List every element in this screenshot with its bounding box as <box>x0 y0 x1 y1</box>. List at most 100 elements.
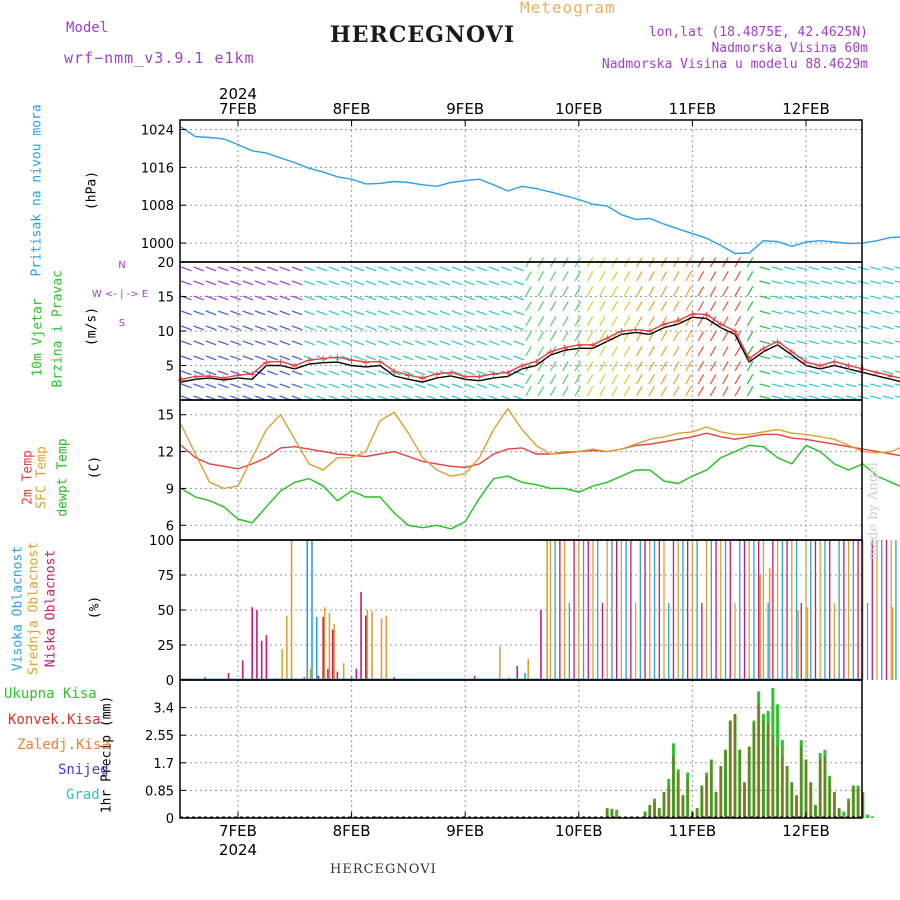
wind-barb <box>291 383 303 389</box>
legend-total-rain: Ukupna Kisa <box>4 686 97 702</box>
wind-barb <box>353 383 365 389</box>
wind-barb <box>845 325 857 330</box>
wind-barb <box>230 395 241 401</box>
wind-barb <box>734 301 742 312</box>
pressure-ytick-label: 1000 <box>141 237 174 252</box>
wind-barb <box>562 271 569 282</box>
model-name: wrf−nmm_v3.9.1 e1km <box>64 49 255 67</box>
wind-barb <box>464 370 475 376</box>
wind-barb <box>464 295 475 301</box>
wind-barb <box>390 280 401 286</box>
wind-barb <box>562 286 569 297</box>
precip-conv-bar <box>767 723 770 818</box>
wind-barb <box>390 370 401 376</box>
wind-barb <box>267 280 278 286</box>
wind-barb <box>623 386 631 397</box>
wind-barb <box>808 383 820 388</box>
wind-barb <box>784 266 796 271</box>
wind-barb <box>254 280 266 286</box>
wind-barb <box>427 280 438 286</box>
wind-barb <box>217 266 229 272</box>
wind-speed-line <box>181 316 900 383</box>
wind-barb <box>845 383 857 388</box>
wind-barb <box>709 271 717 282</box>
wind-barb <box>820 310 832 315</box>
wind-barb <box>808 355 820 360</box>
wind-barb <box>217 325 229 331</box>
wind-barb <box>365 295 377 301</box>
wind-barb <box>254 355 266 361</box>
elevation-text: Nadmorska Visina 60m <box>711 41 868 56</box>
wind-barb <box>623 361 631 372</box>
made-by-text: made by Angel <box>866 462 881 560</box>
wind-barb <box>451 370 463 376</box>
wind-barb <box>833 383 845 388</box>
wind-barb <box>267 355 278 361</box>
footer-station: HERCEGNOVI <box>330 862 437 877</box>
precip-conv-bar <box>644 811 647 818</box>
wind-barb <box>845 280 857 285</box>
wind-barb <box>562 374 569 385</box>
wind-barb <box>870 340 882 345</box>
wind-barb <box>377 295 389 301</box>
wind-barb <box>784 280 796 285</box>
wind-barb <box>328 295 340 301</box>
wind-barb <box>242 295 254 301</box>
wind-barb <box>611 286 618 297</box>
cloud-ytick-label: 25 <box>157 639 174 654</box>
wind-barb <box>586 271 594 282</box>
wind-barb <box>193 395 205 401</box>
precip-total-bar <box>870 816 874 818</box>
wind-barb <box>513 280 525 286</box>
wind-barb <box>365 310 377 316</box>
wind-gust-marker: + <box>517 360 526 373</box>
wind-barb <box>672 386 680 397</box>
wind-barb <box>857 395 869 400</box>
precip-conv-bar <box>819 759 822 818</box>
wind-barb <box>513 355 525 361</box>
wind-barb <box>439 295 451 301</box>
wind-barb <box>254 383 266 389</box>
wind-barb <box>759 383 771 388</box>
wind-barb <box>500 383 512 389</box>
wind-barb <box>549 331 557 342</box>
legend-frozen-rain: Zaledj.Kisa <box>17 737 110 753</box>
wind-barb <box>882 355 894 360</box>
day-label-bottom: 12FEB <box>782 822 829 840</box>
wind-barb <box>365 355 377 361</box>
wind-barb <box>525 346 532 357</box>
temperature-frame <box>179 399 863 541</box>
wind-barb <box>230 266 241 272</box>
precip-conv-bar <box>681 795 684 818</box>
wind-barb <box>476 295 488 301</box>
wind-barb <box>648 301 655 312</box>
wind-barb <box>254 266 266 272</box>
wind-barb <box>734 346 742 357</box>
wind-barb <box>340 340 352 346</box>
wind-barb <box>586 316 594 327</box>
wind-barb <box>476 370 488 376</box>
wind-barb <box>230 310 241 316</box>
wind-barb <box>279 340 291 346</box>
wind-barb <box>476 266 488 272</box>
wind-barb <box>685 301 692 312</box>
wind-barb <box>685 374 692 385</box>
wind-barb <box>709 331 717 342</box>
wind-barb <box>316 383 328 389</box>
wind-barb <box>894 340 900 343</box>
wind-barb <box>722 271 729 282</box>
wind-barb <box>414 340 426 346</box>
wind-barb <box>771 310 783 315</box>
wind-barb <box>427 340 438 346</box>
wind-barb <box>697 331 705 342</box>
wind-barb <box>586 331 594 342</box>
wind-barb <box>845 295 857 300</box>
wind-barb <box>697 386 705 397</box>
wind-barb <box>808 310 820 315</box>
compass-north: N <box>118 260 125 271</box>
wind-barb <box>242 340 254 346</box>
wind-barb <box>402 310 414 316</box>
wind-barb <box>672 346 680 357</box>
wind-barb <box>586 286 594 297</box>
wind-barb <box>697 271 705 282</box>
